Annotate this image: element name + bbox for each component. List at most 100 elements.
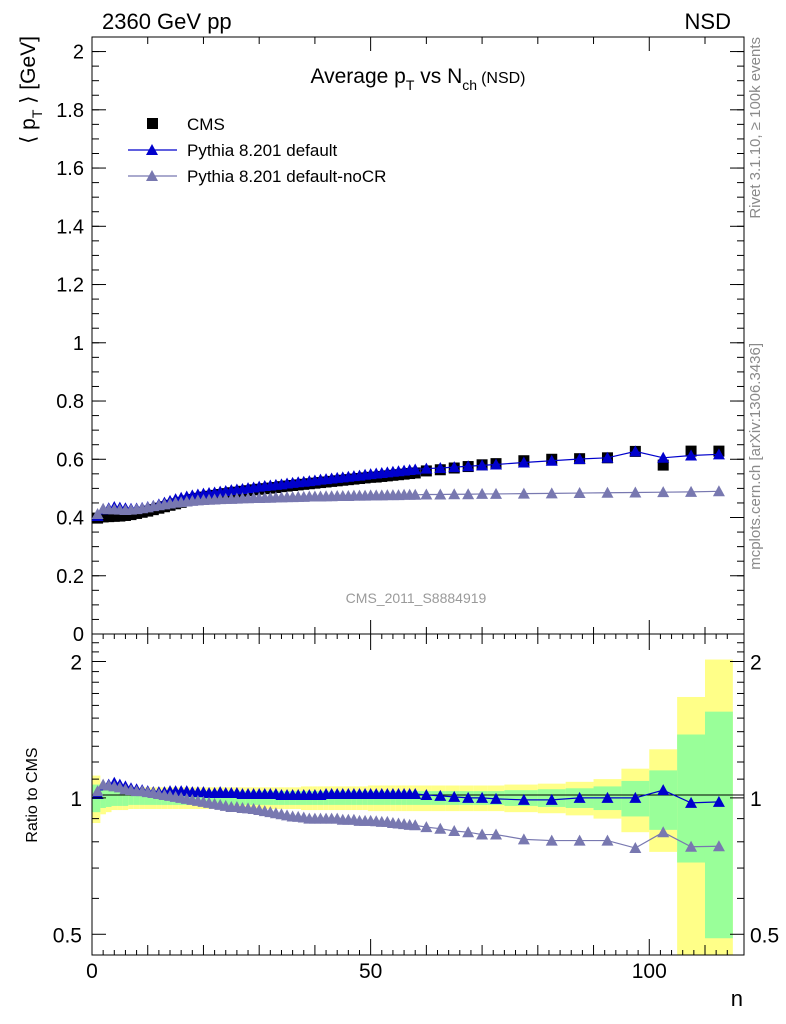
y-axis-label: ⟨ pT ⟩ [GeV] — [17, 36, 45, 144]
main-axes: 0 0.2 0.4 0.6 0.8 1 1.2 1.4 1.6 1.8 2 — [56, 37, 744, 646]
y-tick-label: 0.8 — [56, 391, 84, 413]
ratio-nocr-point — [420, 821, 433, 833]
x-axis-label: n — [731, 986, 743, 1011]
nocr-data-point — [462, 488, 475, 500]
title-mid-sub: ch — [462, 77, 477, 93]
main-series — [91, 445, 725, 524]
band-inner-bin — [122, 790, 129, 806]
nocr-data-point — [712, 485, 725, 497]
legend-marker-nocr — [146, 170, 158, 181]
nocr-data-point — [420, 488, 433, 500]
main-panel: 00.20.40.60.811.21.41.61.82 Average pT v… — [17, 36, 745, 646]
ratio-default-point — [545, 793, 558, 805]
ratio-axes: 0.5 0.5 1 1 2 2 0 50 100 — [53, 634, 779, 983]
band-inner-bin — [139, 791, 145, 805]
cms-data-point — [103, 511, 115, 523]
rivet-caption: Rivet 3.1.10, ≥ 100k events — [747, 37, 764, 219]
ratio-nocr-point — [409, 819, 422, 831]
ratio-default-point — [409, 787, 422, 799]
ratio-nocr-point — [448, 825, 461, 837]
ratio-default-point — [462, 791, 475, 803]
legend-label-default: Pythia 8.201 default — [187, 141, 338, 160]
y-tick-label: 0 — [73, 624, 84, 646]
x-tick-label: 0 — [86, 960, 98, 983]
y-tick-label: 1.2 — [56, 275, 84, 297]
ratio-default-point — [657, 784, 670, 796]
band-inner-bin — [704, 711, 733, 939]
default-data-point — [573, 452, 586, 464]
band-inner-bin — [128, 791, 134, 805]
y-tick-label: 0.4 — [56, 508, 84, 530]
ratio-nocr-point — [601, 834, 614, 846]
band-inner-bin — [649, 770, 678, 830]
band-inner-bin — [117, 790, 123, 806]
legend-label-nocr: Pythia 8.201 default-noCR — [187, 167, 386, 186]
nocr-data-point — [490, 487, 503, 499]
y-axis-label-post: ⟩ [GeV] — [17, 36, 40, 110]
ratio-default-point — [476, 791, 489, 803]
header-process-label: NSD — [685, 9, 731, 34]
ratio-default-point — [573, 791, 586, 803]
ratio-plot-frame — [91, 633, 745, 956]
ratio-nocr-point — [685, 840, 698, 852]
nocr-data-point — [657, 486, 670, 498]
nocr-data-point — [629, 486, 642, 498]
ratio-default-point — [685, 796, 698, 808]
mcplots-caption: mcplots.cern.ch [arXiv:1306.3436] — [747, 343, 764, 570]
nocr-data-point — [476, 487, 489, 499]
ratio-default-point — [629, 791, 642, 803]
ratio-nocr-point — [517, 833, 530, 845]
ratio-nocr-point — [490, 828, 503, 840]
ratio-axis-label: Ratio to CMS — [24, 747, 41, 842]
default-data-point — [517, 456, 530, 468]
ratio-nocr-point — [91, 785, 104, 797]
y-axis-label-sub: T — [29, 109, 45, 118]
band-inner-bin — [105, 789, 112, 807]
ratio-default-point — [448, 790, 461, 802]
legend: CMS Pythia 8.201 default Pythia 8.201 de… — [128, 115, 386, 186]
ratio-nocr-point — [476, 828, 489, 840]
nocr-data-point — [685, 485, 698, 497]
nocr-data-point — [409, 488, 422, 500]
chart-title: Average pT vs Nch (NSD) — [311, 65, 526, 93]
nocr-data-point — [573, 487, 586, 499]
default-data-point — [685, 449, 698, 461]
default-data-point — [434, 462, 447, 474]
y-tick-label: 1.4 — [56, 216, 84, 238]
band-inner-bin — [504, 790, 538, 806]
default-data-point — [490, 458, 503, 470]
default-data-point — [409, 463, 422, 475]
default-data-point — [448, 461, 461, 473]
default-data-point — [420, 462, 433, 474]
nocr-data-point — [517, 487, 530, 499]
ratio-default-point — [490, 792, 503, 804]
x-tick-label: 50 — [359, 960, 382, 983]
ratio-nocr-point — [545, 834, 558, 846]
nocr-data-point — [434, 488, 447, 500]
nocr-data-point — [545, 487, 558, 499]
default-data-point — [629, 445, 642, 457]
analysis-watermark: CMS_2011_S8884919 — [346, 590, 487, 606]
band-inner-bin — [111, 790, 118, 806]
x-tick-label: 100 — [632, 960, 667, 983]
ratio-series — [91, 776, 725, 854]
ratio-nocr-point — [573, 834, 586, 846]
ratio-nocr-point — [712, 840, 725, 852]
ratio-default-point — [434, 789, 447, 801]
ratio-default-point — [601, 791, 614, 803]
y-tick-label: 1 — [73, 333, 84, 355]
default-data-point — [462, 460, 475, 472]
nocr-data-point — [448, 488, 461, 500]
header-energy-label: 2360 GeV pp — [102, 9, 232, 34]
default-data-point — [657, 451, 670, 463]
band-inner-bin — [133, 791, 140, 805]
default-data-point — [601, 451, 614, 463]
ratio-panel: 0.5 0.5 1 1 2 2 0 50 100 Ratio to CMS — [24, 633, 779, 983]
y-tick-label: 0.6 — [56, 449, 84, 471]
ratio-nocr-point — [434, 822, 447, 834]
cms-data-point — [108, 510, 120, 522]
ratio-y-tick-label: 0.5 — [53, 924, 82, 947]
ratio-uncertainty-bands — [92, 659, 733, 955]
ratio-y-tick-label-right: 0.5 — [750, 924, 779, 947]
